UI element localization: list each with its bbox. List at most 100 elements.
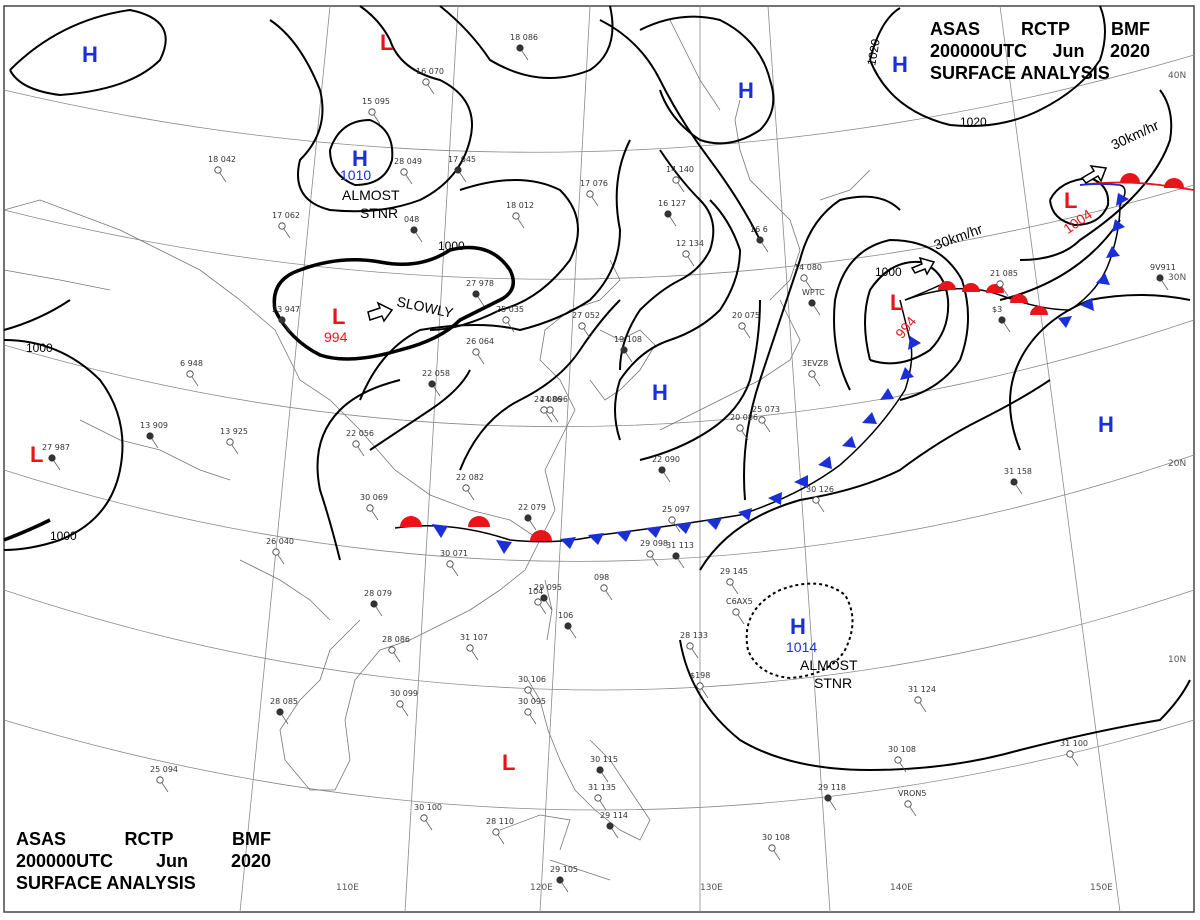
speed-label-japan: 30km/hr [932,220,985,252]
station-circle [672,552,680,560]
lat-label-10n: 10N [1168,655,1186,665]
station-reading: 20 086 [730,413,758,422]
station-circle [524,686,532,694]
station-reading: 15 095 [362,97,390,106]
station-circle [732,608,740,616]
station-circle [214,166,222,174]
station-plot: 25 097 [662,505,690,533]
station-reading: 29 118 [818,783,846,792]
station-reading: 29 098 [640,539,668,548]
station-plot: $198 [690,671,710,699]
station-circle [606,822,614,830]
station-plot: 31 107 [460,633,488,661]
pressure-systems: H H H H H H H L L L L L L [30,30,1114,775]
station-plot: $3 [992,305,1011,333]
station-circle [758,416,766,424]
header-bl-station: RCTP [124,829,174,849]
station-reading: $3 [992,305,1002,314]
station-reading: 27 978 [466,279,494,288]
station-plot: 24 096 [540,395,568,423]
station-plot: 25 073 [752,405,780,433]
station-circle [808,370,816,378]
station-reading: 29 105 [550,865,578,874]
station-circle [578,322,586,330]
lat-label-40n: 40N [1168,71,1186,81]
low-symbol-philippines: L [502,750,515,775]
station-reading: 20 075 [732,311,760,320]
high-symbol-1010: H [352,146,368,171]
station-circle [370,600,378,608]
station-plot: 18 042 [208,155,236,183]
station-reading: 22 090 [652,455,680,464]
station-reading: 27 987 [42,443,70,452]
station-circle [824,794,832,802]
station-plot: 29 095 [534,583,562,611]
station-plot: 15 095 [362,97,390,125]
station-plot: 20 086 [730,413,758,441]
station-reading: 28 133 [680,631,708,640]
station-reading: $198 [690,671,710,680]
station-reading: VRON5 [898,789,926,798]
station-plot: 16 070 [416,67,444,95]
isobars [3,5,1191,772]
station-reading: 23 947 [272,305,300,314]
station-reading: 31 100 [1060,739,1088,748]
station-circle [596,766,604,774]
station-reading: 14 080 [794,263,822,272]
station-plot: 12 134 [676,239,704,267]
station-circle [186,370,194,378]
station-reading: 22 056 [346,429,374,438]
station-circle [278,316,286,324]
station-circle [276,708,284,716]
movement-arrows [367,165,1108,323]
station-plot: 22 056 [346,429,374,457]
station-reading: 098 [594,573,609,582]
station-plot: 30 108 [888,745,916,773]
station-reading: WPTC [802,288,825,297]
station-plot: 6 948 [180,359,203,387]
station-circle [492,828,500,836]
station-reading: 30 095 [518,697,546,706]
station-plot: 28 049 [394,157,422,185]
header-bl-month: Jun [156,851,189,871]
station-plot: 26 064 [466,337,494,365]
station-reading: 25 097 [662,505,690,514]
station-circle [278,222,286,230]
station-circle [904,800,912,808]
header-bottom-left: ASAS RCTP BMF 200000UTC Jun 2020 SURFACE ANA… [16,828,271,894]
low-symbol-994-japan: L [890,290,903,315]
station-circle [996,280,1004,288]
header-tr-year: 2020 [1109,41,1150,61]
station-reading: 31 107 [460,633,488,642]
station-circle [586,190,594,198]
station-circle [226,438,234,446]
station-reading: 29 114 [600,811,628,820]
station-circle [524,708,532,716]
isobar-label-1020-east: 1020 [960,115,987,129]
station-plot: 30 071 [440,549,468,577]
station-plot: 31 113 [666,541,694,569]
station-plot: 14 080 [794,263,822,291]
station-circle [420,814,428,822]
station-reading: 31 158 [1004,467,1032,476]
station-reading: 30 069 [360,493,388,502]
station-circle [446,560,454,568]
lon-label-150e: 150E [1090,883,1113,893]
slowly-label: SLOWLY [395,293,455,321]
header-bl-title: SURFACE ANALYSIS [16,873,196,893]
occluded-fronts-east [904,173,1195,328]
high-pressure-1014: 1014 [786,639,817,655]
station-reading: 30 108 [888,745,916,754]
station-plot: 17 045 [448,155,476,183]
station-circle [156,776,164,784]
station-circle [422,78,430,86]
station-reading: 30 126 [806,485,834,494]
isobar-dashed [745,582,854,680]
station-reading: 16 070 [416,67,444,76]
station-plot: 27 978 [466,279,494,307]
station-reading: 22 082 [456,473,484,482]
station-reading: 12 134 [676,239,704,248]
station-reading: 26 064 [466,337,494,346]
station-reading: 24 086 [534,395,562,404]
station-reading: 31 135 [588,783,616,792]
